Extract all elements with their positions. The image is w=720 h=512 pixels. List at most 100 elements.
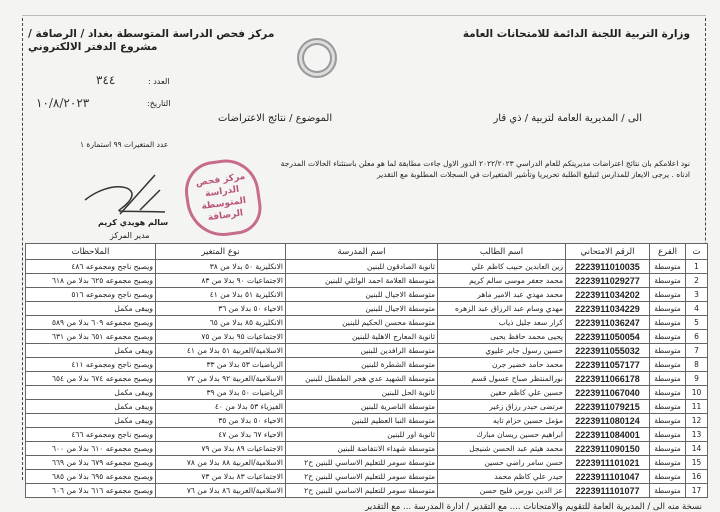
ministry-seal-logo (297, 38, 337, 78)
cell-change-type: الاجتماعيات ٨٩ بدلا من ٧٩ (155, 441, 286, 456)
cell-branch: متوسطة (649, 343, 686, 358)
cell-exam-number: 2223911055032 (565, 343, 650, 358)
cell-school-name: متوسطة سومر للتعليم الاساسي للبنين ح٢ (285, 455, 438, 470)
cell-index: 8 (685, 357, 708, 372)
cell-index: 9 (685, 371, 708, 386)
cell-school-name: متوسطة الاجيال للبنين (285, 301, 438, 316)
cell-school-name: متوسطة سومر للتعليم الاساسي للبنين ح٢ (285, 469, 438, 484)
cell-index: 4 (685, 301, 708, 316)
cell-student-name: كرار سعد جليل ذياب (437, 315, 566, 330)
cell-notes: ويصبح ناجح ومجموعه ٤٨٦ (25, 259, 156, 274)
cell-change-type: الانكليزية ٥٠ بدلا من ٣٨ (155, 259, 286, 274)
cell-notes: ويصبح مجموعه ٦١٠ بدلا من ٦٠٠ (25, 441, 156, 456)
cell-student-name: حيدر علي كاظم محمد (437, 469, 566, 484)
cell-branch: متوسطة (649, 371, 686, 386)
cell-change-type: الفيزياء ٥٣ بدلا من ٤٠ (155, 399, 286, 414)
cell-student-name: محمد جعفر موسى سالم كريم (437, 273, 566, 288)
cell-index: 14 (685, 441, 708, 456)
stamp-text: مركز فحص الدراسة المتوسطة الرصافة (195, 171, 247, 224)
cell-school-name: متوسطة العلامة احمد الوائلي للبنين (285, 273, 438, 288)
table-header-row: ت الفرع الرقم الامتحاني اسم الطالب اسم المدر… (25, 243, 708, 260)
cell-school-name: ثانوية الصادقون للبنين (285, 259, 438, 274)
cell-exam-number: 2223911101047 (565, 469, 650, 484)
left-dashed-border (22, 18, 23, 480)
cell-change-type: الاحياء ٦٧ بدلا من ٤٧ (155, 427, 286, 442)
cell-student-name: محمد حامد خضير جرن (437, 357, 566, 372)
cell-notes: ويصبح مجموعه ٦٠٩ بدلا من ٥٨٩ (25, 315, 156, 330)
center-heading: مركز فحص الدراسة المتوسطة بغداد / الرصاف… (28, 28, 275, 53)
cell-notes: ويبقى مكمل (25, 413, 156, 428)
cell-notes: ويصبح مجموعه ٦٧٤ بدلا من ٦٥٤ (25, 371, 156, 386)
table-row: 10 متوسطة 2223911067040 حسين علي كاظم حقين ث… (25, 385, 708, 400)
cell-change-type: الاسلامية/العربية ٩٢ بدلا من ٧٢ (155, 371, 286, 386)
body-line-1: نود اعلامكم بان نتائج اعتراضات مديريتكم … (280, 159, 690, 168)
cell-exam-number: 2223911029277 (565, 273, 650, 288)
cell-exam-number: 2223911057177 (565, 357, 650, 372)
table-row: 13 متوسطة 2223911084001 ابراهيم حسين ريسان … (25, 427, 708, 442)
cell-index: 10 (685, 385, 708, 400)
table-and-footer: ت الفرع الرقم الامتحاني اسم الطالب اسم المدر… (25, 243, 708, 512)
cell-notes: ويبقى مكمل (25, 399, 156, 414)
cell-index: 11 (685, 399, 708, 414)
recipient: الى / المديرية العامة لتربية / ذي قار (493, 113, 642, 124)
cell-exam-number: 2223911084001 (565, 427, 650, 442)
cell-change-type: الاجتماعيات ٨٣ بدلا من ٧٣ (155, 469, 286, 484)
cell-branch: متوسطة (649, 287, 686, 302)
table-row: 17 متوسطة 2223911101077 عز الدين نورس فليح … (25, 483, 708, 498)
cell-student-name: يحيى محمد حافظ يحيى (437, 329, 566, 344)
column-header-branch: الفرع (649, 243, 686, 260)
number-label: العدد : (148, 77, 170, 86)
subject: الموضوع / نتائج الاعتراضات (218, 113, 333, 124)
cell-school-name: متوسطة الناصرية للبنين (285, 399, 438, 414)
cell-index: 17 (685, 483, 708, 498)
cell-notes: ويصبح ناجح ومجموعه ٥١٦ (25, 287, 156, 302)
body-text: نود اعلامكم بان نتائج اعتراضات مديريتكم … (268, 158, 690, 180)
cell-branch: متوسطة (649, 427, 686, 442)
cell-exam-number: 2223911067040 (565, 385, 650, 400)
cell-notes: ويصبح ناجح ومجموعه ٤٦٦ (25, 427, 156, 442)
table-row: 6 متوسطة 2223911050054 يحيى محمد حافظ يحيى ث… (25, 329, 708, 344)
cell-notes: ويصبح ناجح ومجموعه ٤١١ (25, 357, 156, 372)
cell-branch: متوسطة (649, 357, 686, 372)
cell-branch: متوسطة (649, 483, 686, 498)
cell-index: 13 (685, 427, 708, 442)
signature-scribble (84, 174, 166, 215)
cell-branch: متوسطة (649, 385, 686, 400)
cell-branch: متوسطة (649, 315, 686, 330)
cell-exam-number: 2223911010035 (565, 259, 650, 274)
cell-change-type: الاسلامية/العربية ٥١ بدلا من ٤١ (155, 343, 286, 358)
cell-index: 12 (685, 413, 708, 428)
cell-exam-number: 2223911050054 (565, 329, 650, 344)
column-header-change-type: نوع المتغير (155, 243, 286, 260)
table-row: 2 متوسطة 2223911029277 محمد جعفر موسى سالم … (25, 273, 708, 288)
ministry-heading: وزارة التربية اللجنة الدائمة للامتحانات … (462, 28, 690, 40)
table-row: 5 متوسطة 2223911036247 كرار سعد جليل ذياب مت… (25, 315, 708, 330)
cell-student-name: عز الدين نورس فليح حسن (437, 483, 566, 498)
cell-exam-number: 2223911101021 (565, 455, 650, 470)
cell-exam-number: 2223911036247 (565, 315, 650, 330)
cell-change-type: الاجتماعيات ٩٥ بدلا من ٧٥ (155, 329, 286, 344)
changes-count: عدد المتغيرات ٩٩ استمارة ١ (80, 140, 169, 149)
date-label: التاريخ: (147, 99, 171, 108)
table-row: 4 متوسطة 2223911034229 مهدي وسام عبد الرزاق… (25, 301, 708, 316)
cell-notes: ويبقى مكمل (25, 385, 156, 400)
cell-change-type: الاجتماعيات ٩٠ بدلا من ٨٣ (155, 273, 286, 288)
cell-school-name: متوسطة محسن الحكيم للبنين (285, 315, 438, 330)
cell-notes: ويصبح مجموعه ٦٩٥ بدلا من ٦٨٥ (25, 469, 156, 484)
cell-notes: ويبقى مكمل (25, 343, 156, 358)
cell-change-type: الاسلامية/العربية ٨٨ بدلا من ٧٨ (155, 455, 286, 470)
center-stamp: مركز فحص الدراسة المتوسطة الرصافة (181, 155, 265, 241)
cell-notes: ويصبح مجموعه ٦١٦ بدلا من ٦٠٦ (25, 483, 156, 498)
cell-index: 2 (685, 273, 708, 288)
cell-change-type: الاحياء ٥٠ بدلا من ٣٥ (155, 413, 286, 428)
cell-exam-number: 2223911080124 (565, 413, 650, 428)
cell-branch: متوسطة (649, 301, 686, 316)
cell-exam-number: 2223911034202 (565, 287, 650, 302)
cell-change-type: الاسلامية/العربية ٨٦ بدلا من ٧٦ (155, 483, 286, 498)
cell-index: 5 (685, 315, 708, 330)
cell-branch: متوسطة (649, 329, 686, 344)
cell-school-name: متوسطة الشهيد عدي هجر الطفطل للبنين (285, 371, 438, 386)
cell-school-name: ثانوية المعارج الاهلية للبنين (285, 329, 438, 344)
table-row: 9 متوسطة 2223911066178 نورالمنتظر صباح عسول… (25, 371, 708, 386)
number-value: ٣٤٤ (96, 73, 116, 87)
